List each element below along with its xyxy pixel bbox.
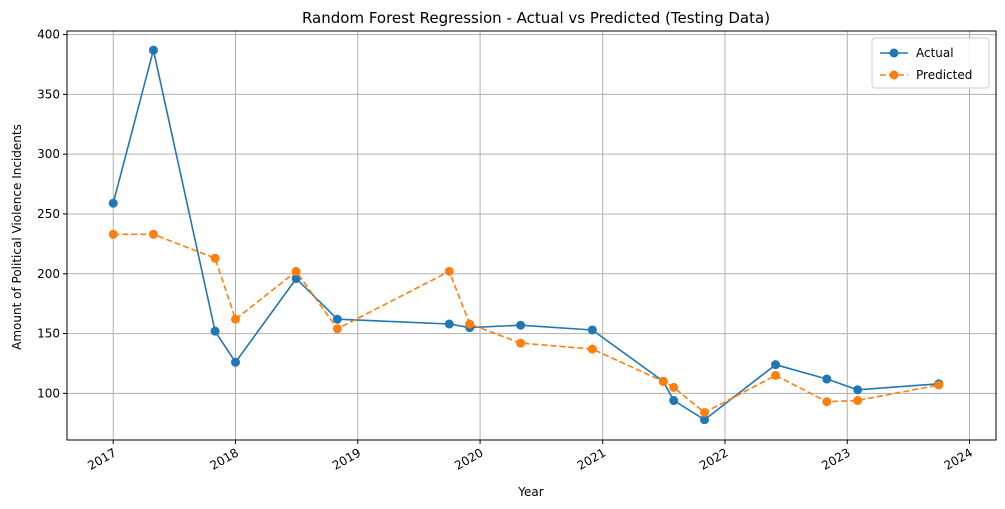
- y-tick-label: 300: [37, 147, 60, 161]
- legend-entry-actual: Actual: [880, 46, 954, 60]
- series-actual: [108, 45, 944, 425]
- legend-entry-predicted: Predicted: [880, 68, 972, 82]
- legend-predicted-label: Predicted: [916, 68, 972, 82]
- series-actual-point: [822, 374, 832, 384]
- series-predicted-point: [231, 314, 241, 324]
- x-tick-label: 2018: [208, 445, 241, 472]
- y-axis: 100 150 200 250 300 350 400: [37, 28, 67, 400]
- series-actual-point: [516, 320, 526, 330]
- series-actual-point: [108, 198, 118, 208]
- x-tick-label: 2023: [819, 445, 852, 472]
- series-predicted-point: [587, 344, 597, 354]
- series-actual-point: [231, 357, 241, 367]
- legend: Actual Predicted: [871, 37, 990, 89]
- series-actual-point: [210, 326, 220, 336]
- legend-actual-label: Actual: [916, 46, 954, 60]
- series-predicted: [108, 229, 944, 417]
- x-axis: 2017 2018 2019 2020 2021 2022 2023 2024: [85, 440, 975, 473]
- series-predicted-point: [291, 266, 301, 276]
- x-tick-label: 2020: [452, 445, 485, 472]
- series-actual-point: [853, 385, 863, 395]
- series-predicted-point: [669, 382, 679, 392]
- series-predicted-point: [332, 324, 342, 334]
- legend-actual-marker: [889, 48, 899, 58]
- series-actual-point: [291, 274, 301, 284]
- plot-area-frame: [66, 30, 997, 441]
- x-tick-label: 2017: [85, 445, 118, 472]
- y-tick-label: 350: [37, 87, 60, 101]
- series-actual-point: [332, 314, 342, 324]
- x-tick-label: 2022: [697, 445, 730, 472]
- y-tick-label: 200: [37, 267, 60, 281]
- y-axis-label: Amount of Political Violence Incidents: [10, 124, 24, 350]
- x-tick-label: 2019: [330, 445, 363, 472]
- series-predicted-point: [700, 407, 710, 417]
- series-predicted-point: [658, 376, 668, 386]
- series-predicted-point: [148, 229, 158, 239]
- series-predicted-point: [853, 396, 863, 406]
- series-predicted-line: [113, 233, 939, 414]
- legend-predicted-marker: [889, 70, 899, 80]
- grid: [67, 31, 996, 440]
- x-axis-label: Year: [517, 485, 543, 499]
- series-predicted-point: [444, 266, 454, 276]
- y-tick-label: 400: [37, 28, 60, 42]
- y-tick-label: 100: [37, 386, 60, 400]
- series-actual-point: [669, 396, 679, 406]
- series-predicted-point: [822, 397, 832, 407]
- series-actual-point: [444, 319, 454, 329]
- series-layer: [108, 45, 944, 425]
- series-predicted-point: [516, 338, 526, 348]
- x-tick-label: 2024: [942, 445, 975, 472]
- y-tick-label: 150: [37, 327, 60, 341]
- series-actual-point: [148, 45, 158, 55]
- series-actual-point: [771, 360, 781, 370]
- chart-title: Random Forest Regression - Actual vs Pre…: [302, 9, 770, 27]
- x-tick-label: 2021: [575, 445, 608, 472]
- series-actual-point: [700, 415, 710, 425]
- series-actual-point: [587, 325, 597, 335]
- series-predicted-point: [465, 319, 475, 329]
- series-predicted-point: [108, 229, 118, 239]
- series-predicted-point: [771, 370, 781, 380]
- y-tick-label: 250: [37, 207, 60, 221]
- series-predicted-point: [934, 380, 944, 390]
- series-predicted-point: [210, 253, 220, 263]
